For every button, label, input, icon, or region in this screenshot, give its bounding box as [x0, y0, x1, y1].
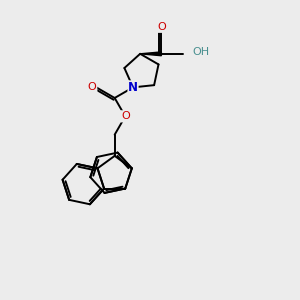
Text: OH: OH [193, 47, 210, 57]
Text: O: O [157, 22, 166, 32]
Text: O: O [88, 82, 96, 92]
Text: O: O [121, 111, 130, 121]
Polygon shape [140, 52, 161, 56]
Text: N: N [128, 81, 138, 94]
